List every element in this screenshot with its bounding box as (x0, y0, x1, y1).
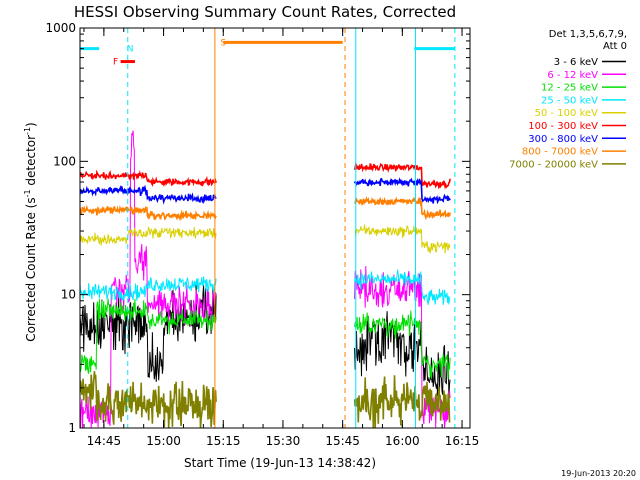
x-tick-label-5: 15:45 (325, 434, 360, 448)
series-line-9 (80, 371, 451, 428)
chart-title: HESSI Observing Summary Count Rates, Cor… (74, 3, 456, 21)
y-tick-label-2: 10 (61, 288, 76, 302)
legend: Det 1,3,5,6,7,9,Att 0 3 - 6 keV 6 - 12 keV… (509, 29, 627, 170)
y-tick-label-3: 100 (53, 154, 76, 168)
plot-content (80, 28, 456, 428)
x-tick-label-2: 15:00 (146, 434, 181, 448)
footer-date: 19-Jun-2013 20:20 (561, 469, 636, 478)
flag-label-s: S (220, 38, 226, 48)
series-line-4 (80, 269, 451, 305)
x-axis-label: Start Time (19-Jun-13 14:38:42) (184, 456, 376, 470)
legend-label-7: 300 - 800 keV (528, 134, 598, 145)
series-line-7 (80, 177, 451, 205)
legend-label-6: 100 - 300 keV (528, 121, 598, 132)
legend-label-2: 6 - 12 keV (547, 70, 598, 81)
legend-label-8: 800 - 7000 keV (522, 147, 598, 158)
legend-header-1: Det 1,3,5,6,7,9, (549, 29, 627, 40)
plot-frame (79, 27, 471, 429)
y-axis-label: Corrected Count Rate (s-1 detector-1) (23, 122, 38, 341)
x-tick-label-1: 14:45 (87, 434, 122, 448)
series-line-3 (80, 298, 451, 380)
series-line-6 (80, 162, 451, 190)
series-line-1 (80, 281, 451, 400)
y-tick-label-1: 1 (68, 421, 76, 435)
series-line-8 (80, 196, 451, 222)
chart-marks: NF S 1 10 100 1000 14:45 15:00 15:15 15:30 15:45 16… (45, 21, 479, 448)
x-tick-label-4: 15:30 (266, 434, 301, 448)
y-axis-label-sup1: -1 (23, 189, 32, 197)
y-axis-label-end: ) (24, 122, 38, 127)
legend-label-3: 12 - 25 keV (541, 83, 598, 94)
x-tick-label-7: 16:15 (445, 434, 480, 448)
y-tick-label-4: 1000 (45, 21, 76, 35)
legend-header-2: Att 0 (603, 41, 627, 52)
legend-label-1: 3 - 6 keV (554, 57, 598, 68)
series-line-5 (80, 224, 451, 254)
legend-label-4: 25 - 50 keV (541, 95, 598, 106)
flag-label-n: N (127, 45, 134, 55)
x-tick-label-6: 16:00 (385, 434, 420, 448)
y-axis-label-main: Corrected Count Rate (s (24, 197, 38, 341)
flag-label-f: F (113, 58, 118, 68)
y-axis-label-sup2: -1 (23, 127, 32, 135)
legend-label-5: 50 - 100 keV (535, 108, 599, 119)
legend-label-9: 7000 - 20000 keV (509, 159, 598, 170)
y-axis-label-mid: detector (24, 135, 38, 190)
x-tick-label-3: 15:15 (206, 434, 241, 448)
